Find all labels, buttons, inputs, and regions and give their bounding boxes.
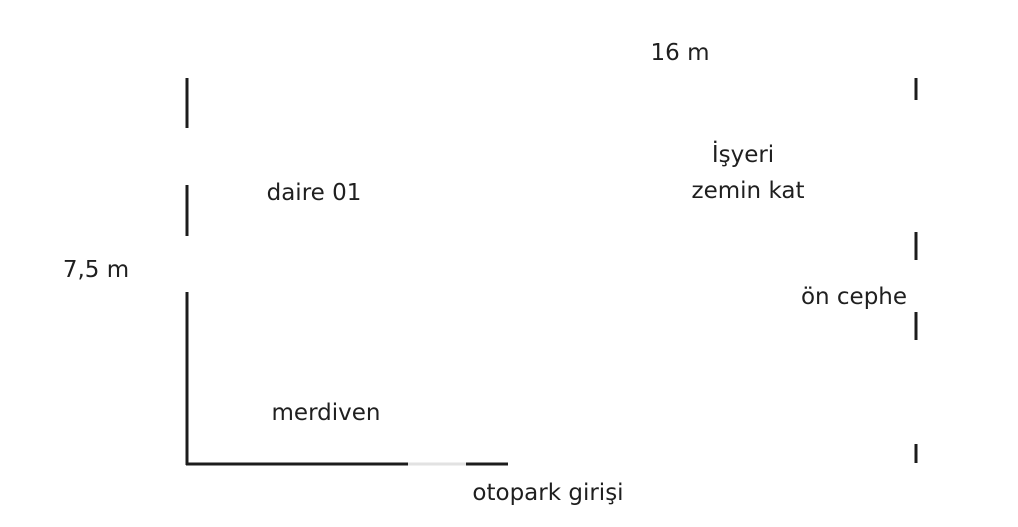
facade-label: ön cephe bbox=[800, 284, 908, 310]
stairs-room-label: merdiven bbox=[271, 400, 381, 426]
shop-label-line1: İşyeri bbox=[711, 142, 775, 168]
width-dimension-label: 16 m bbox=[650, 40, 710, 66]
parking-entrance-label: otopark girişi bbox=[472, 480, 624, 506]
apartment-room-label: daire 01 bbox=[266, 180, 362, 206]
depth-dimension-label: 7,5 m bbox=[62, 257, 130, 283]
shop-label-line2: zemin kat bbox=[691, 178, 805, 204]
